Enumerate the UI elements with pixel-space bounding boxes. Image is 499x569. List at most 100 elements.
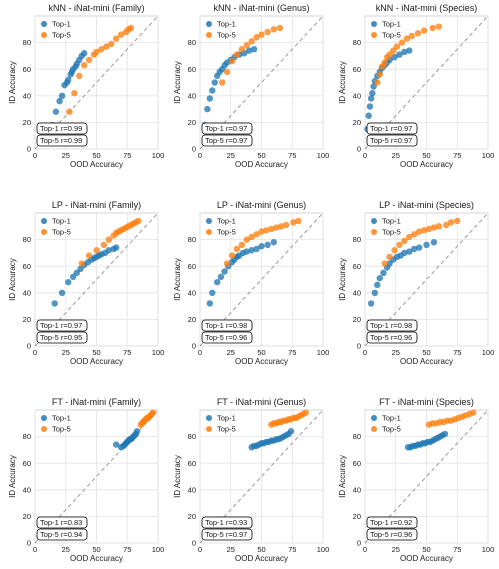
top5-point [127,24,135,32]
correlation-box [201,134,253,147]
top1-point [52,108,60,115]
correlation-box [201,516,253,529]
top1-point [415,244,423,251]
chart-title: kNN - iNat-mini (Genus) [213,3,309,13]
legend-marker [41,415,47,421]
y-tick-label: 0 [357,539,361,548]
legend-marker [371,218,377,224]
x-tick-label: 75 [288,348,296,357]
top1-point [206,300,214,307]
top5-point [408,32,415,40]
top1-point [51,300,58,307]
top1-point [81,50,88,57]
y-tick-label: 20 [188,512,196,521]
chart-panel: kNN - iNat-mini (Family) 0 25 50 75 100 0 20 40 6… [8,3,164,169]
top5-point [149,409,157,416]
top1-point [441,430,449,438]
x-tick-label: 50 [422,545,430,554]
correlation-text: Top-1 r=0.98 [370,321,412,330]
top1-point [396,51,403,58]
x-tick-label: 100 [152,151,165,160]
y-tick-label: 60 [188,262,196,271]
legend-label: Top-5 [217,425,236,434]
y-tick-label: 60 [353,459,361,468]
correlation-box [366,331,418,344]
y-tick-label: 20 [188,118,196,127]
correlation-text: Top-1 r=0.92 [370,518,412,527]
top5-point [277,223,285,230]
y-tick-label: 0 [192,539,196,548]
x-tick-label: 50 [422,151,430,160]
legend-label: Top-1 [217,217,236,226]
correlation-box [366,122,418,135]
top5-point [273,224,280,231]
x-tick-label: 75 [123,545,131,554]
top5-point [218,79,226,86]
chart-panel: FT - iNat-mini (Genus) 0 25 50 75 100 0 20 40 60 8… [173,397,329,563]
top5-point [108,40,115,48]
y-tick-label: 40 [188,288,196,297]
y-tick-label: 0 [192,342,196,351]
x-tick-label: 25 [62,151,70,160]
top1-point [401,48,408,56]
top1-point [411,245,418,253]
top5-point [403,35,411,42]
legend-label: Top-1 [52,20,71,29]
top1-point [401,249,408,257]
x-tick-label: 75 [123,348,131,357]
top5-point [78,260,85,267]
correlation-text: Top-1 r=0.93 [205,518,247,527]
correlation-box [366,528,418,541]
top1-point [58,92,66,100]
y-tick-label: 40 [23,485,31,494]
top5-point [81,62,88,69]
correlation-text: Top-1 r=0.98 [205,321,247,330]
top5-point [430,224,438,231]
y-tick-label: 60 [353,262,361,271]
x-tick-label: 25 [227,348,235,357]
legend-label: Top-1 [52,217,71,226]
legend-marker [41,21,47,27]
y-tick-label: 80 [188,432,196,441]
top5-point [93,48,100,56]
x-axis-label: OOD Accuracy [235,160,288,169]
x-tick-label: 75 [123,151,131,160]
correlation-box [36,122,88,135]
legend-marker [41,218,47,224]
top5-point [374,79,381,86]
top1-point [287,428,295,435]
y-tick-label: 40 [353,91,361,100]
top1-point [58,289,66,296]
top1-point [211,79,218,86]
top1-point [376,274,383,282]
correlation-text: Top-5 r=0.97 [205,530,247,539]
top5-point [414,30,422,37]
x-tick-label: 100 [317,545,330,554]
correlation-box [366,134,418,147]
y-tick-label: 80 [353,38,361,47]
y-tick-label: 80 [23,432,31,441]
chart-title: LP - iNat-mini (Family) [52,200,141,210]
y-tick-label: 20 [23,118,31,127]
top5-point [243,236,250,243]
x-tick-label: 0 [33,151,37,160]
x-tick-label: 0 [198,151,202,160]
x-tick-label: 25 [392,151,400,160]
legend-label: Top-5 [382,425,401,434]
chart-panel: LP - iNat-mini (Genus) 0 25 50 75 100 0 20 40 60 8… [173,200,329,366]
legend-marker [371,415,377,421]
legend-label: Top-1 [382,20,401,29]
chart-title: LP - iNat-mini (Genus) [217,200,306,210]
top5-point [435,223,442,230]
top1-point [423,241,430,249]
correlation-box [201,528,253,541]
legend-label: Top-5 [382,31,401,40]
legend-marker [41,426,47,432]
legend-marker [206,426,212,432]
x-tick-label: 50 [257,545,265,554]
legend-marker [206,21,212,27]
top1-point [430,239,438,246]
x-tick-label: 75 [453,348,461,357]
y-tick-label: 0 [27,342,31,351]
top1-point [243,248,250,255]
